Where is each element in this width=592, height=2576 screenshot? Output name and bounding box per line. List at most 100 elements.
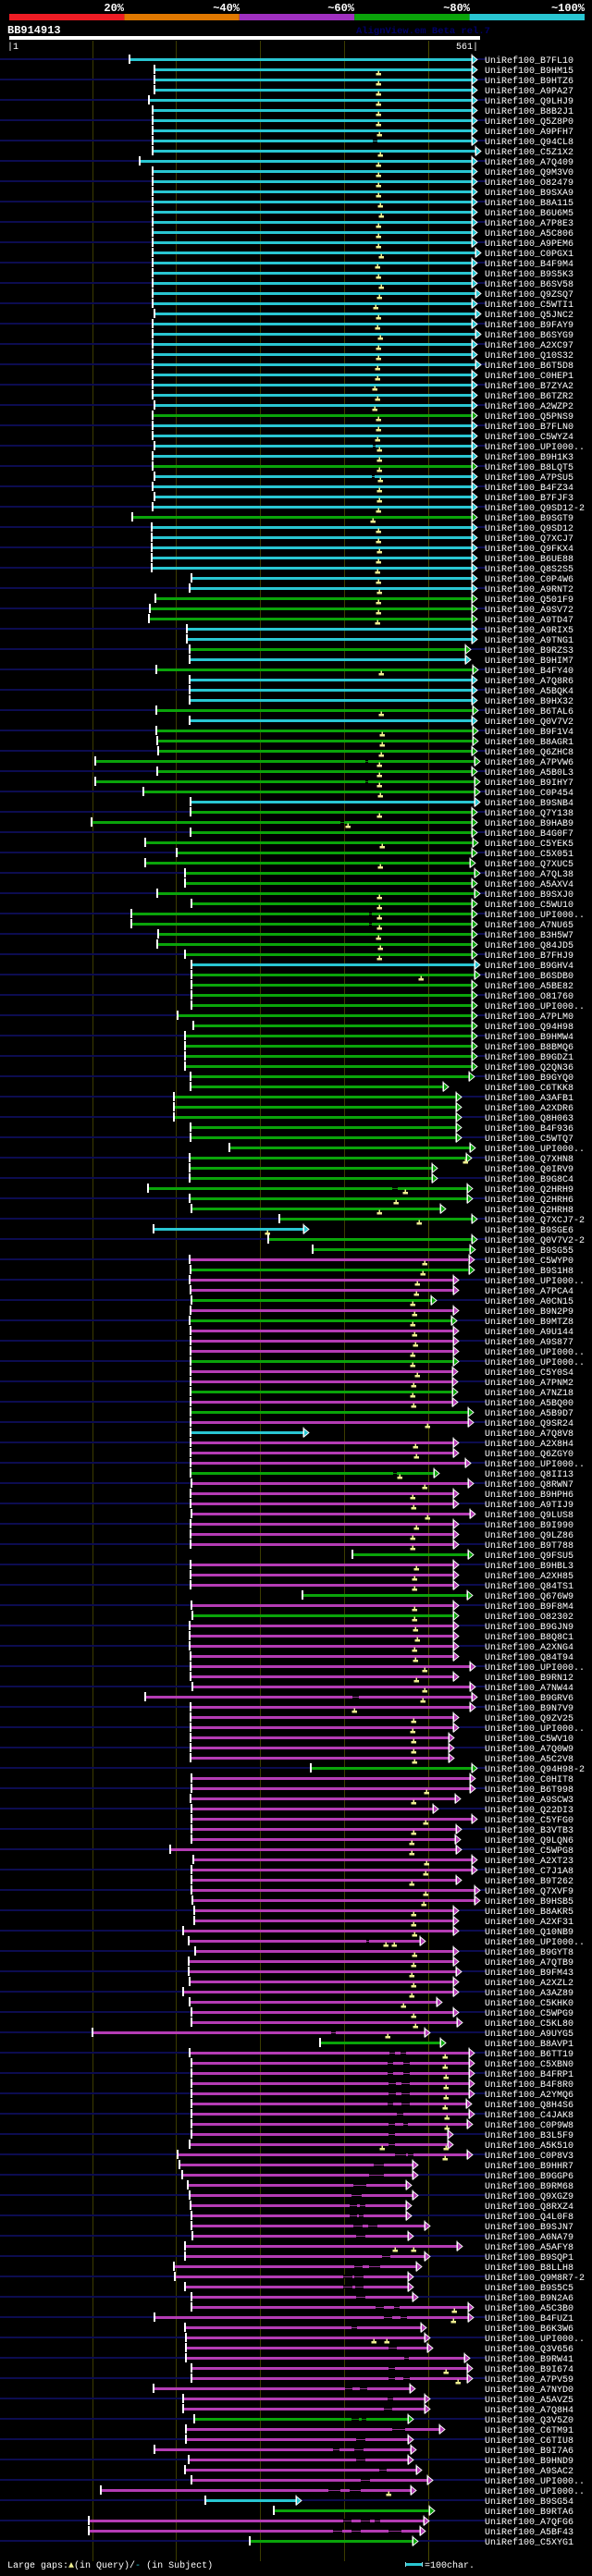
svg-text:UniRef100_B9GYQ0: UniRef100_B9GYQ0 (485, 1073, 574, 1084)
svg-text:UniRef100_Q5JNC2: UniRef100_Q5JNC2 (485, 310, 574, 321)
svg-text:UniRef100_B9S1H8: UniRef100_B9S1H8 (485, 1266, 574, 1277)
svg-text:UniRef100_Q0V7V2: UniRef100_Q0V7V2 (485, 717, 574, 728)
svg-text:UniRef100_B6K3W6: UniRef100_B6K3W6 (485, 2324, 574, 2335)
svg-text:UniRef100_A7Q8R6: UniRef100_A7Q8R6 (485, 676, 574, 687)
svg-text:UniRef100_A9RIX5: UniRef100_A9RIX5 (485, 625, 574, 636)
svg-text:UniRef100_B8AGR1: UniRef100_B8AGR1 (485, 737, 574, 748)
svg-text:UniRef100_Q84T94: UniRef100_Q84T94 (485, 1652, 574, 1663)
svg-text:UniRef100_A2XH85: UniRef100_A2XH85 (485, 1571, 574, 1582)
svg-text:UniRef100_A2YMQ6: UniRef100_A2YMQ6 (485, 2090, 574, 2101)
svg-text:UniRef100_Q676W9: UniRef100_Q676W9 (485, 1591, 574, 1602)
svg-text:UniRef100_B9SG54: UniRef100_B9SG54 (485, 2496, 574, 2508)
svg-text:UniRef100_C0P454: UniRef100_C0P454 (485, 788, 574, 799)
svg-text:UniRef100_B4FRP1: UniRef100_B4FRP1 (485, 2069, 574, 2080)
svg-text:UniRef100_B9SGE6: UniRef100_B9SGE6 (485, 1225, 574, 1236)
svg-text:AlignView.em Beta rel.7: AlignView.em Beta rel.7 (356, 26, 490, 37)
svg-text:UniRef100_B6U6M5: UniRef100_B6U6M5 (485, 208, 574, 219)
svg-text:UniRef100_UPI000..: UniRef100_UPI000.. (485, 2476, 585, 2487)
svg-text:UniRef100_C5KL80: UniRef100_C5KL80 (485, 2018, 574, 2030)
svg-text:UniRef100_Q8H4S6: UniRef100_Q8H4S6 (485, 2100, 574, 2111)
svg-text:UniRef100_C0HIT8: UniRef100_C0HIT8 (485, 1774, 574, 1785)
svg-text:UniRef100_C5YFG0: UniRef100_C5YFG0 (485, 1815, 574, 1826)
svg-text:UniRef100_B9GHV4: UniRef100_B9GHV4 (485, 961, 574, 972)
svg-text:UniRef100_B6TT19: UniRef100_B6TT19 (485, 2049, 574, 2060)
svg-text:UniRef100_Q94H98: UniRef100_Q94H98 (485, 1022, 574, 1033)
svg-text:UniRef100_B6SYG9: UniRef100_B6SYG9 (485, 330, 574, 341)
svg-text:UniRef100_Q8RXZ4: UniRef100_Q8RXZ4 (485, 2202, 574, 2213)
svg-text:UniRef100_B3L5F9: UniRef100_B3L5F9 (485, 2130, 574, 2141)
svg-text:UniRef100_Q7Y138: UniRef100_Q7Y138 (485, 808, 574, 819)
svg-text:UniRef100_A7QTB9: UniRef100_A7QTB9 (485, 1957, 574, 1969)
svg-text:UniRef100_A7Q0W9: UniRef100_A7Q0W9 (485, 1744, 574, 1755)
svg-text:UniRef100_C7J1A8: UniRef100_C7J1A8 (485, 1866, 574, 1877)
svg-text:UniRef100_A2X8H4: UniRef100_A2X8H4 (485, 1439, 574, 1450)
svg-text:UniRef100_A7PV59: UniRef100_A7PV59 (485, 2374, 574, 2386)
svg-text:UniRef100_B8AKR5: UniRef100_B8AKR5 (485, 1907, 574, 1918)
svg-text:UniRef100_O81760: UniRef100_O81760 (485, 991, 574, 1002)
svg-text:UniRef100_B6UE88: UniRef100_B6UE88 (485, 554, 574, 565)
svg-text:UniRef100_C5XYG1: UniRef100_C5XYG1 (485, 2537, 574, 2548)
svg-text:UniRef100_A7NZ18: UniRef100_A7NZ18 (485, 1388, 574, 1399)
svg-text:UniRef100_B9N7V9: UniRef100_B9N7V9 (485, 1703, 574, 1714)
svg-text:UniRef100_A5AXV4: UniRef100_A5AXV4 (485, 879, 574, 890)
svg-text:UniRef100_B7FJF3: UniRef100_B7FJF3 (485, 493, 574, 504)
svg-text:UniRef100_Q0V7V2-2: UniRef100_Q0V7V2-2 (485, 1235, 585, 1246)
svg-text:UniRef100_Q84JD5: UniRef100_Q84JD5 (485, 940, 574, 951)
svg-text:UniRef100_A2XDR6: UniRef100_A2XDR6 (485, 1103, 574, 1114)
svg-text:BB914913: BB914913 (7, 24, 61, 37)
svg-text:UniRef100_B9S5K3: UniRef100_B9S5K3 (485, 269, 574, 280)
svg-text:UniRef100_B7ZYA2: UniRef100_B7ZYA2 (485, 381, 574, 392)
svg-text:UniRef100_B9SG55: UniRef100_B9SG55 (485, 1245, 574, 1257)
svg-text:UniRef100_A5B0L3: UniRef100_A5B0L3 (485, 767, 574, 779)
svg-text:UniRef100_C5WYP0: UniRef100_C5WYP0 (485, 1256, 574, 1267)
svg-text:UniRef100_B9SNB4: UniRef100_B9SNB4 (485, 798, 574, 809)
svg-text:UniRef100_Q501F9: UniRef100_Q501F9 (485, 595, 574, 606)
svg-text:UniRef100_A9SV72: UniRef100_A9SV72 (485, 605, 574, 616)
svg-text:=100char.: =100char. (425, 2560, 475, 2571)
svg-text:UniRef100_Q7XCJ7-2: UniRef100_Q7XCJ7-2 (485, 1215, 585, 1226)
svg-text:UniRef100_B9SXA9: UniRef100_B9SXA9 (485, 188, 574, 199)
svg-text:~60%: ~60% (327, 2, 355, 15)
svg-text:UniRef100_B9HAB9: UniRef100_B9HAB9 (485, 818, 574, 829)
svg-text:UniRef100_C5X051: UniRef100_C5X051 (485, 849, 574, 860)
svg-text:UniRef100_O82479: UniRef100_O82479 (485, 178, 574, 189)
svg-text:UniRef100_A5BE82: UniRef100_A5BE82 (485, 981, 574, 992)
svg-text:UniRef100_A9TD47: UniRef100_A9TD47 (485, 615, 574, 626)
svg-text:UniRef100_B6TZR2: UniRef100_B6TZR2 (485, 391, 574, 402)
svg-text:UniRef100_B9F8M4: UniRef100_B9F8M4 (485, 1601, 574, 1613)
svg-text:UniRef100_C5WU10: UniRef100_C5WU10 (485, 900, 574, 911)
svg-text:UniRef100_A9PA27: UniRef100_A9PA27 (485, 86, 574, 97)
svg-text:UniRef100_A5C3B0: UniRef100_A5C3B0 (485, 2303, 574, 2314)
svg-text:UniRef100_UPI000..: UniRef100_UPI000.. (485, 1001, 585, 1012)
svg-text:UniRef100_C5WPG9: UniRef100_C5WPG9 (485, 2008, 574, 2019)
svg-text:UniRef100_B9HTZ6: UniRef100_B9HTZ6 (485, 76, 574, 87)
svg-text:UniRef100_C5WPG8: UniRef100_C5WPG8 (485, 1846, 574, 1857)
svg-text:UniRef100_B7FL10: UniRef100_B7FL10 (485, 55, 574, 67)
svg-text:UniRef100_A5C806: UniRef100_A5C806 (485, 228, 574, 239)
svg-text:UniRef100_Q9LHJ9: UniRef100_Q9LHJ9 (485, 96, 574, 107)
svg-text:UniRef100_C5XBN0: UniRef100_C5XBN0 (485, 2059, 574, 2070)
svg-text:UniRef100_B9I7A6: UniRef100_B9I7A6 (485, 2446, 574, 2457)
svg-text:UniRef100_C5Z1X2: UniRef100_C5Z1X2 (485, 147, 574, 158)
svg-text:UniRef100_Q2HRH9: UniRef100_Q2HRH9 (485, 1184, 574, 1196)
svg-text:UniRef100_B4F936: UniRef100_B4F936 (485, 1123, 574, 1135)
svg-text:UniRef100_B9G8C4: UniRef100_B9G8C4 (485, 1174, 574, 1185)
svg-text:UniRef100_A5K510: UniRef100_A5K510 (485, 2141, 574, 2152)
svg-text:UniRef100_Q9LQN6: UniRef100_Q9LQN6 (485, 1835, 574, 1846)
svg-text:UniRef100_UPI000..: UniRef100_UPI000.. (485, 1459, 585, 1470)
svg-text:Large gaps:▲(in Query)/- (in S: Large gaps:▲(in Query)/- (in Subject) (7, 2560, 213, 2571)
svg-text:UniRef100_B9HPH6: UniRef100_B9HPH6 (485, 1490, 574, 1501)
svg-text:UniRef100_Q2HRH8: UniRef100_Q2HRH8 (485, 1205, 574, 1216)
svg-text:UniRef100_B4F8R0: UniRef100_B4F8R0 (485, 2079, 574, 2091)
svg-text:UniRef100_B9GYT8: UniRef100_B9GYT8 (485, 1947, 574, 1958)
svg-text:UniRef100_UPI000..: UniRef100_UPI000.. (485, 910, 585, 921)
svg-text:UniRef100_A2XT23: UniRef100_A2XT23 (485, 1856, 574, 1867)
svg-text:UniRef100_C5WTI1: UniRef100_C5WTI1 (485, 300, 574, 311)
svg-text:UniRef100_A5B9D7: UniRef100_A5B9D7 (485, 1408, 574, 1419)
svg-text:UniRef100_A5AFY8: UniRef100_A5AFY8 (485, 2242, 574, 2253)
svg-text:UniRef100_B4F9M4: UniRef100_B4F9M4 (485, 259, 574, 270)
svg-text:UniRef100_B8A115: UniRef100_B8A115 (485, 198, 574, 209)
svg-text:UniRef100_Q2HRH6: UniRef100_Q2HRH6 (485, 1195, 574, 1206)
svg-text:UniRef100_A3AZ89: UniRef100_A3AZ89 (485, 1988, 574, 1999)
svg-text:UniRef100_A5C2V8: UniRef100_A5C2V8 (485, 1754, 574, 1765)
